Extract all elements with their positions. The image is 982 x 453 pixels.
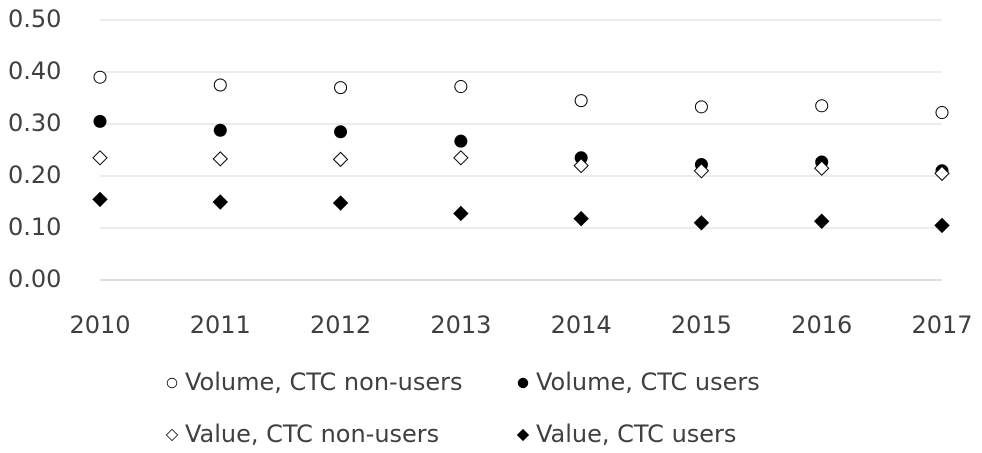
point (574, 94, 588, 108)
point (93, 70, 107, 84)
x-tick-label: 2012 (310, 311, 371, 339)
y-tick-label: 0.10 (8, 213, 61, 241)
point (213, 123, 227, 137)
point (935, 106, 949, 120)
legend-label: Value, CTC non-users (185, 420, 439, 448)
y-tick-label: 0.40 (8, 57, 61, 85)
point (573, 210, 589, 227)
point (454, 134, 468, 148)
point (92, 150, 108, 166)
point (814, 213, 830, 229)
y-tick-label: 0.00 (8, 265, 61, 293)
x-tick-label: 2010 (69, 311, 130, 339)
legend-label: Volume, CTC users (536, 368, 760, 396)
point (815, 99, 829, 113)
point (693, 163, 710, 179)
legend-label: Value, CTC users (536, 420, 736, 448)
point (334, 81, 348, 95)
y-tick-label: 0.50 (8, 5, 61, 33)
point (573, 157, 589, 174)
point (454, 80, 468, 94)
legend-marker (166, 377, 178, 389)
point (92, 191, 108, 208)
x-tick-label: 2017 (911, 311, 972, 339)
point (213, 78, 227, 92)
point (814, 160, 830, 176)
point (332, 151, 349, 168)
point (693, 215, 710, 231)
x-tick-label: 2013 (430, 311, 491, 339)
x-tick-label: 2014 (551, 311, 612, 339)
point (453, 205, 469, 222)
point (934, 165, 950, 182)
x-tick-label: 2015 (671, 311, 732, 339)
point (212, 151, 228, 167)
y-tick-label: 0.20 (8, 161, 61, 189)
point (453, 150, 469, 166)
x-tick-label: 2016 (791, 311, 852, 339)
point (332, 195, 349, 211)
point (334, 125, 348, 139)
point (93, 114, 107, 128)
legend-marker (517, 377, 529, 389)
point (212, 194, 228, 210)
x-tick-label: 2011 (190, 311, 251, 339)
point (934, 217, 950, 234)
legend-label: Volume, CTC non-users (185, 368, 463, 396)
point (694, 100, 708, 114)
legend-marker (516, 428, 530, 442)
y-tick-label: 0.30 (8, 109, 61, 137)
legend-marker (165, 428, 179, 442)
